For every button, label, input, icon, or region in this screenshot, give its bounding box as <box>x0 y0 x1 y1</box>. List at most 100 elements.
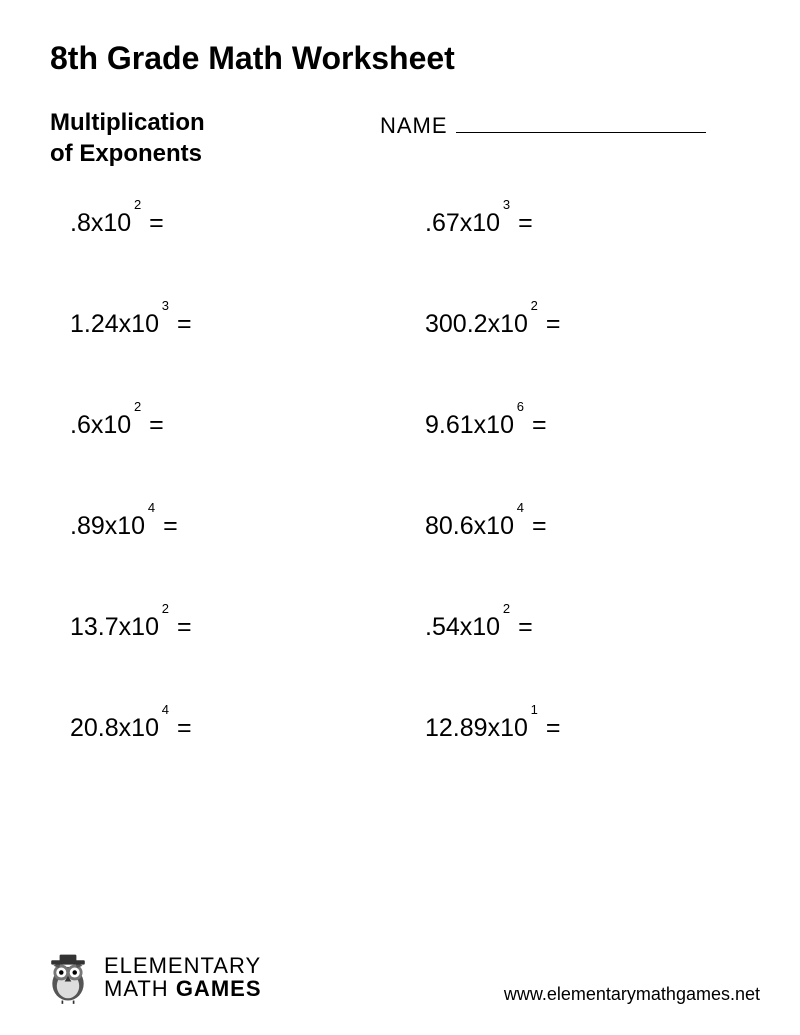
exponent: 3 <box>503 197 510 212</box>
exponent: 2 <box>134 197 141 212</box>
base-with-exponent: 104 <box>131 714 159 743</box>
equals-symbol: = <box>163 512 178 541</box>
worksheet-subtitle: Multiplication of Exponents <box>50 107 330 169</box>
footer: ELEMENTARY MATH GAMES www.elementarymath… <box>40 949 760 1005</box>
base-with-exponent: 104 <box>117 512 145 541</box>
base: 10 <box>131 714 159 742</box>
problems-grid: .8 x 102=.67 x 103=1.24 x 103=300.2 x 10… <box>50 209 750 743</box>
equals-symbol: = <box>546 714 561 743</box>
problem-9: 13.7 x 102 = <box>70 613 385 642</box>
base: 10 <box>472 209 500 237</box>
coefficient: .89 <box>70 512 105 541</box>
times-symbol: x <box>119 310 132 339</box>
base: 10 <box>486 411 514 439</box>
base-with-exponent: 106 <box>486 411 514 440</box>
equals-symbol: = <box>532 512 547 541</box>
coefficient: 12.89 <box>425 714 488 743</box>
exponent: 2 <box>531 298 538 313</box>
equals-symbol: = <box>546 310 561 339</box>
coefficient: 1.24 <box>70 310 119 339</box>
exponent: 1 <box>531 702 538 717</box>
coefficient: 9.61 <box>425 411 474 440</box>
subtitle-line-1: Multiplication <box>50 109 205 136</box>
equals-symbol: = <box>149 411 164 440</box>
base: 10 <box>131 613 159 641</box>
base-with-exponent: 103 <box>131 310 159 339</box>
equals-symbol: = <box>177 613 192 642</box>
base-with-exponent: 102 <box>131 613 159 642</box>
problem-12: 12.89 x 101 = <box>425 714 740 743</box>
owl-icon <box>40 949 96 1005</box>
times-symbol: x <box>91 411 104 440</box>
coefficient: .8 <box>70 209 91 238</box>
logo: ELEMENTARY MATH GAMES <box>40 949 262 1005</box>
coefficient: .6 <box>70 411 91 440</box>
coefficient: .54 <box>425 613 460 642</box>
logo-line-1: ELEMENTARY <box>104 953 261 978</box>
base-with-exponent: 103 <box>472 209 500 238</box>
exponent: 4 <box>517 500 524 515</box>
equals-symbol: = <box>177 714 192 743</box>
times-symbol: x <box>460 613 473 642</box>
base-with-exponent: 104 <box>486 512 514 541</box>
times-symbol: x <box>119 613 132 642</box>
base: 10 <box>500 310 528 338</box>
problem-5: .6 x 102 = <box>70 411 385 440</box>
logo-line-2a: MATH <box>104 976 176 1001</box>
base: 10 <box>131 310 159 338</box>
equals-symbol: = <box>518 209 533 238</box>
coefficient: 300.2 <box>425 310 488 339</box>
equals-symbol: = <box>532 411 547 440</box>
coefficient: 13.7 <box>70 613 119 642</box>
base-with-exponent: 102 <box>103 411 131 440</box>
base: 10 <box>103 411 131 439</box>
base-with-exponent: 102 <box>472 613 500 642</box>
problem-8: 80.6 x 104 = <box>425 512 740 541</box>
subtitle-line-2: of Exponents <box>50 140 202 167</box>
name-label: NAME <box>380 113 448 139</box>
problem-7: .89 x 104 = <box>70 512 385 541</box>
base-with-exponent: 102 <box>500 310 528 339</box>
equals-symbol: = <box>177 310 192 339</box>
header-row: Multiplication of Exponents NAME <box>50 107 750 169</box>
problem-3: 1.24 x 103 = <box>70 310 385 339</box>
exponent: 2 <box>134 399 141 414</box>
logo-text: ELEMENTARY MATH GAMES <box>104 954 262 1000</box>
problem-11: 20.8 x 104 = <box>70 714 385 743</box>
coefficient: .67 <box>425 209 460 238</box>
exponent: 3 <box>162 298 169 313</box>
logo-line-2b: GAMES <box>176 976 262 1001</box>
exponent: 4 <box>162 702 169 717</box>
base: 10 <box>117 512 145 540</box>
base-with-exponent: 101 <box>500 714 528 743</box>
problem-1: .8 x 102= <box>70 209 385 238</box>
website-url: www.elementarymathgames.net <box>504 984 760 1005</box>
exponent: 6 <box>517 399 524 414</box>
base: 10 <box>103 209 131 237</box>
base: 10 <box>472 613 500 641</box>
times-symbol: x <box>119 714 132 743</box>
base: 10 <box>486 512 514 540</box>
exponent: 4 <box>148 500 155 515</box>
problem-4: 300.2 x 102 = <box>425 310 740 339</box>
name-blank-line[interactable] <box>456 132 706 133</box>
times-symbol: x <box>488 310 501 339</box>
base: 10 <box>500 714 528 742</box>
times-symbol: x <box>105 512 118 541</box>
name-field: NAME <box>380 113 706 139</box>
exponent: 2 <box>503 601 510 616</box>
times-symbol: x <box>91 209 104 238</box>
coefficient: 80.6 <box>425 512 474 541</box>
worksheet-title: 8th Grade Math Worksheet <box>50 40 750 77</box>
equals-symbol: = <box>149 209 164 238</box>
times-symbol: x <box>474 512 487 541</box>
coefficient: 20.8 <box>70 714 119 743</box>
exponent: 2 <box>162 601 169 616</box>
times-symbol: x <box>474 411 487 440</box>
problem-2: .67 x 103 = <box>425 209 740 238</box>
times-symbol: x <box>460 209 473 238</box>
equals-symbol: = <box>518 613 533 642</box>
times-symbol: x <box>488 714 501 743</box>
problem-6: 9.61 x 106 = <box>425 411 740 440</box>
problem-10: .54 x 102 = <box>425 613 740 642</box>
